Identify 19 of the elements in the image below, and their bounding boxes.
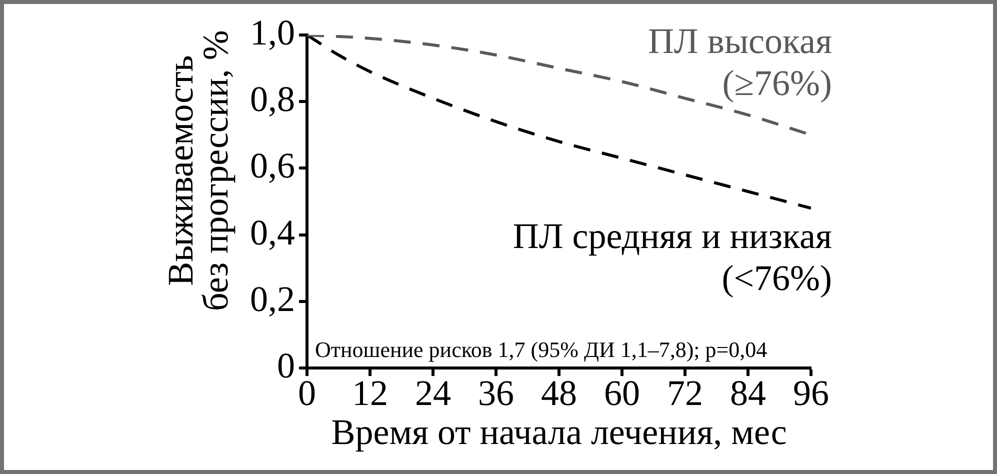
x-tick-label: 96 — [793, 373, 829, 414]
x-tick-label: 48 — [541, 373, 577, 414]
x-axis-title: Время от начала лечения, мес — [331, 412, 787, 452]
x-tick-label: 72 — [667, 373, 703, 414]
y-axis-title: Выживаемость без прогрессии, % — [160, 30, 236, 311]
y-tick-label: 0 — [277, 345, 295, 386]
y-tick-label: 1,0 — [250, 12, 295, 52]
x-tick-label: 36 — [478, 373, 514, 414]
x-tick-label: 12 — [352, 373, 388, 414]
series-label: ПЛ высокая (≥76%) — [648, 20, 832, 103]
y-tick-label: 0,6 — [250, 146, 295, 186]
x-tick-label: 60 — [604, 373, 640, 414]
annotation: Отношение рисков 1,7 (95% ДИ 1,1–7,8); p=0,04 — [315, 337, 768, 362]
y-tick-label: 0,4 — [250, 212, 295, 252]
x-tick-label: 84 — [730, 373, 766, 414]
y-tick-label: 0,8 — [250, 79, 295, 120]
x-tick-label: 24 — [415, 373, 451, 414]
y-tick-label: 0,2 — [250, 278, 295, 319]
series-label: ПЛ средняя и низкая (<76%) — [512, 216, 832, 298]
